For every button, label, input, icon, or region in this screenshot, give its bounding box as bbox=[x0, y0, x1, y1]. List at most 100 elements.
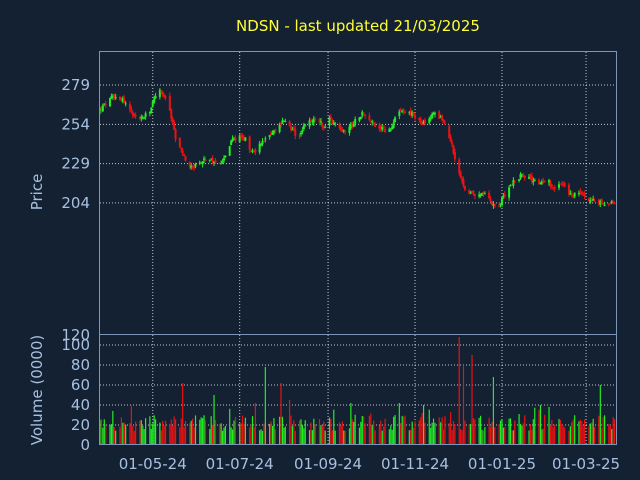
candle-body bbox=[198, 162, 201, 164]
candle-body bbox=[372, 122, 375, 125]
candle-body bbox=[339, 127, 342, 131]
volume-axis-label: Volume (0000) bbox=[28, 335, 46, 445]
candle-body bbox=[103, 103, 106, 105]
volume-panel-frame bbox=[99, 334, 617, 445]
candle-body bbox=[391, 126, 394, 130]
candle-body bbox=[128, 104, 131, 110]
candle-body bbox=[124, 103, 127, 105]
candle-body bbox=[230, 140, 233, 146]
price-tick-label: 229 bbox=[61, 155, 90, 173]
candle-body bbox=[338, 124, 341, 128]
candle-body bbox=[530, 175, 533, 182]
candle-body bbox=[180, 148, 183, 150]
candle-body bbox=[319, 121, 322, 123]
candle-body bbox=[468, 190, 471, 194]
candle-body bbox=[148, 111, 151, 114]
candle-body bbox=[252, 149, 255, 152]
candle-body bbox=[290, 126, 293, 130]
candle-body bbox=[523, 175, 526, 179]
candle-body bbox=[392, 122, 395, 128]
date-tick-label: 01-09-24 bbox=[294, 455, 362, 473]
candle-body bbox=[577, 192, 580, 195]
candle-body bbox=[553, 187, 556, 189]
volume-tick-label: 40 bbox=[71, 396, 90, 414]
candle-body bbox=[210, 159, 213, 161]
candle-body bbox=[120, 98, 123, 101]
candle-body bbox=[143, 117, 146, 119]
candle-body bbox=[144, 113, 147, 117]
candle-body bbox=[228, 146, 231, 156]
candle-body bbox=[461, 178, 464, 181]
candle-body bbox=[188, 162, 191, 167]
candle-body bbox=[121, 98, 124, 102]
price-tick-label: 254 bbox=[61, 115, 90, 133]
candle-body bbox=[411, 112, 414, 116]
candle-body bbox=[240, 135, 243, 137]
candle-body bbox=[590, 198, 593, 201]
candle-body bbox=[164, 96, 167, 98]
candle-body bbox=[178, 137, 181, 148]
candle-body bbox=[150, 107, 153, 114]
candle-body bbox=[512, 180, 515, 186]
candle-body bbox=[352, 124, 355, 127]
candle-body bbox=[549, 181, 552, 187]
candle-body bbox=[133, 114, 136, 117]
volume-axis-ticks: 0 20 40 60 80 100 bbox=[61, 336, 90, 454]
candle-body bbox=[559, 183, 562, 185]
candle-body bbox=[579, 191, 582, 193]
candle-body bbox=[522, 174, 525, 177]
candle-body bbox=[597, 199, 600, 205]
candle-body bbox=[170, 109, 173, 119]
candle-body bbox=[331, 119, 334, 123]
candle-body bbox=[401, 111, 404, 113]
candle-body bbox=[381, 126, 384, 130]
candle-body bbox=[560, 183, 563, 185]
candle-body bbox=[258, 143, 261, 153]
candle-body bbox=[262, 140, 265, 142]
candle-body bbox=[318, 118, 321, 123]
candle-body bbox=[274, 129, 277, 131]
candle-body bbox=[399, 110, 402, 112]
candle-body bbox=[181, 150, 184, 154]
candle-body bbox=[231, 138, 234, 142]
candle-body bbox=[508, 187, 511, 198]
candle-body bbox=[432, 113, 435, 115]
candle-body bbox=[378, 125, 381, 129]
candle-body bbox=[610, 201, 613, 203]
candle-body bbox=[398, 111, 401, 117]
candle-body bbox=[492, 204, 495, 207]
candle-body bbox=[171, 118, 174, 123]
candle-body bbox=[493, 203, 496, 207]
candle-body bbox=[603, 204, 606, 206]
candle-body bbox=[351, 123, 354, 127]
candle-body bbox=[538, 179, 541, 184]
candle-body bbox=[471, 190, 474, 193]
candle-body bbox=[563, 183, 566, 187]
candle-body bbox=[254, 149, 257, 153]
candle-body bbox=[459, 171, 462, 178]
candle-body bbox=[130, 108, 133, 112]
candle-body bbox=[567, 184, 570, 195]
volume-tick-label: 80 bbox=[71, 356, 90, 374]
candle-body bbox=[533, 179, 536, 181]
candle-body bbox=[451, 142, 454, 145]
candle-body bbox=[592, 199, 595, 201]
candle-body bbox=[478, 194, 481, 197]
candle-body bbox=[490, 201, 493, 205]
candle-body bbox=[271, 132, 274, 135]
candle-body bbox=[479, 194, 482, 196]
candle-body bbox=[218, 162, 221, 164]
candle-body bbox=[184, 156, 187, 161]
candle-body bbox=[552, 187, 555, 189]
candle-body bbox=[141, 117, 144, 119]
candle-body bbox=[442, 119, 445, 123]
candle-body bbox=[452, 145, 455, 154]
candle-body bbox=[114, 97, 117, 99]
volume-tick-label: 100 bbox=[61, 336, 90, 354]
candle-body bbox=[542, 181, 545, 183]
price-tick-label: 204 bbox=[61, 194, 90, 212]
candle-body bbox=[388, 128, 391, 132]
candle-body bbox=[329, 116, 332, 119]
candle-body bbox=[173, 121, 176, 130]
candle-body bbox=[309, 119, 312, 121]
